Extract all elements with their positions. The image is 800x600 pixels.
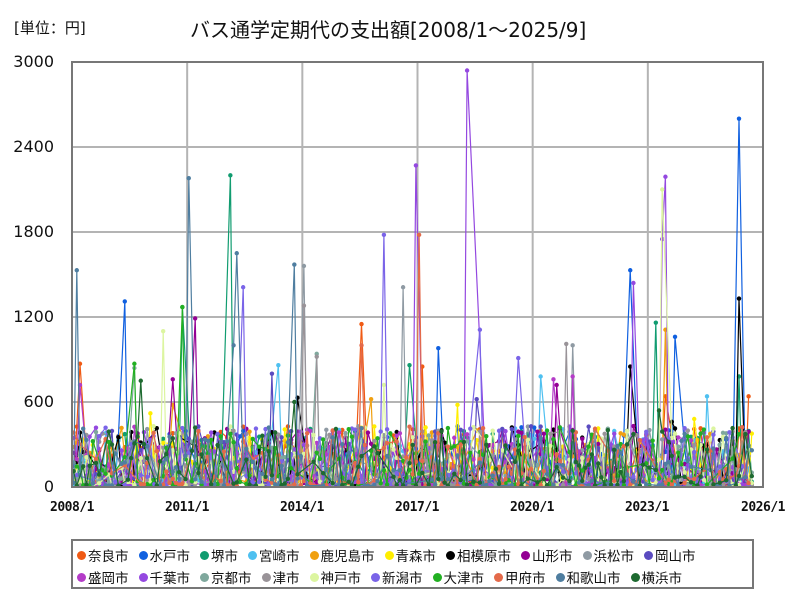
legend-item[interactable]: 千葉市 [138,567,191,587]
legend-item[interactable]: 鹿児島市 [309,545,375,565]
legend-dot-icon [446,550,455,560]
legend-label: 相模原市 [457,549,511,565]
legend-dot-icon [630,572,640,582]
legend-item[interactable]: 横浜市 [630,567,683,587]
series-lines [71,68,755,488]
legend-item[interactable]: 神戸市 [309,567,362,587]
x-tick-2014: 2014/1 [280,500,324,515]
legend-item[interactable]: 山形市 [521,545,573,565]
legend-dot-icon [644,550,653,560]
legend-dot-icon [494,572,503,582]
legend-label: 甲府市 [505,571,546,587]
legend-label: 新潟市 [382,571,423,587]
legend-item[interactable]: 青森市 [384,545,437,565]
legend-dot-icon [432,572,442,582]
legend: 奈良市 水戸市 堺市 宮崎市 鹿児島市 青森市 相模原市 山形市 浜松市 岡山市… [71,539,754,589]
legend-label: 堺市 [211,549,238,565]
y-tick-0: 0 [43,477,54,496]
y-tick-600: 600 [23,392,54,411]
x-tick-2017: 2017/1 [395,500,439,515]
legend-item[interactable]: 盛岡市 [77,567,129,587]
legend-label: 神戸市 [320,571,362,587]
chart-title: バス通学定期代の支出額[2008/1～2025/9] [190,18,587,42]
legend-item[interactable]: 水戸市 [138,545,191,565]
legend-dot-icon [309,550,319,560]
legend-item[interactable]: 宮崎市 [248,545,300,565]
legend-item[interactable]: 津市 [261,567,300,587]
legend-label: 山形市 [532,549,573,565]
legend-dot-icon [555,572,565,582]
legend-label: 盛岡市 [88,571,129,587]
legend-dot-icon [261,572,271,582]
legend-label: 津市 [272,571,300,587]
legend-label: 宮崎市 [259,549,300,565]
legend-dot-icon [138,572,148,582]
legend-item[interactable]: 奈良市 [77,545,129,565]
legend-dot-icon [200,572,209,582]
legend-label: 千葉市 [149,571,191,587]
legend-item[interactable]: 甲府市 [494,567,546,587]
legend-row-1: 奈良市 水戸市 堺市 宮崎市 鹿児島市 青森市 相模原市 山形市 浜松市 岡山市 [77,544,752,566]
y-tick-3000: 3000 [13,52,54,71]
legend-item[interactable]: 大津市 [432,567,485,587]
x-tick-2011: 2011/1 [165,500,209,515]
y-tick-1200: 1200 [13,307,54,326]
legend-label: 鹿児島市 [320,549,375,565]
legend-item[interactable]: 新潟市 [371,567,423,587]
legend-label: 横浜市 [641,571,683,587]
legend-label: 京都市 [211,571,252,587]
x-tick-2026: 2026/1 [741,500,785,515]
legend-dot-icon [384,550,394,560]
legend-label: 和歌山市 [566,571,621,587]
legend-label: 奈良市 [88,549,129,565]
legend-label: 青森市 [395,549,437,565]
y-tick-1800: 1800 [13,222,54,241]
legend-dot-icon [77,550,86,560]
legend-item[interactable]: 岡山市 [644,545,696,565]
legend-label: 大津市 [443,571,485,587]
legend-dot-icon [138,550,148,560]
legend-item[interactable]: 浜松市 [582,545,635,565]
legend-dot-icon [248,550,257,560]
y-tick-2400: 2400 [13,137,54,156]
legend-dot-icon [582,550,592,560]
legend-dot-icon [309,572,319,582]
legend-label: 水戸市 [149,549,191,565]
plot-border [71,61,764,488]
legend-label: 岡山市 [655,549,696,565]
legend-item[interactable]: 堺市 [200,545,238,565]
legend-dot-icon [77,572,86,582]
legend-dot-icon [371,572,380,582]
legend-item[interactable]: 相模原市 [446,545,511,565]
legend-row-2: 盛岡市 千葉市 京都市 津市 神戸市 新潟市 大津市 甲府市 和歌山市 横浜市 [77,566,752,588]
legend-dot-icon [200,550,209,560]
x-tick-2008: 2008/1 [50,500,94,515]
legend-label: 浜松市 [593,549,635,565]
x-tick-2023: 2023/1 [625,500,669,515]
x-tick-2020: 2020/1 [510,500,554,515]
legend-item[interactable]: 和歌山市 [555,567,621,587]
legend-item[interactable]: 京都市 [200,567,252,587]
unit-label: [単位：円] [14,19,86,37]
legend-dot-icon [521,550,530,560]
